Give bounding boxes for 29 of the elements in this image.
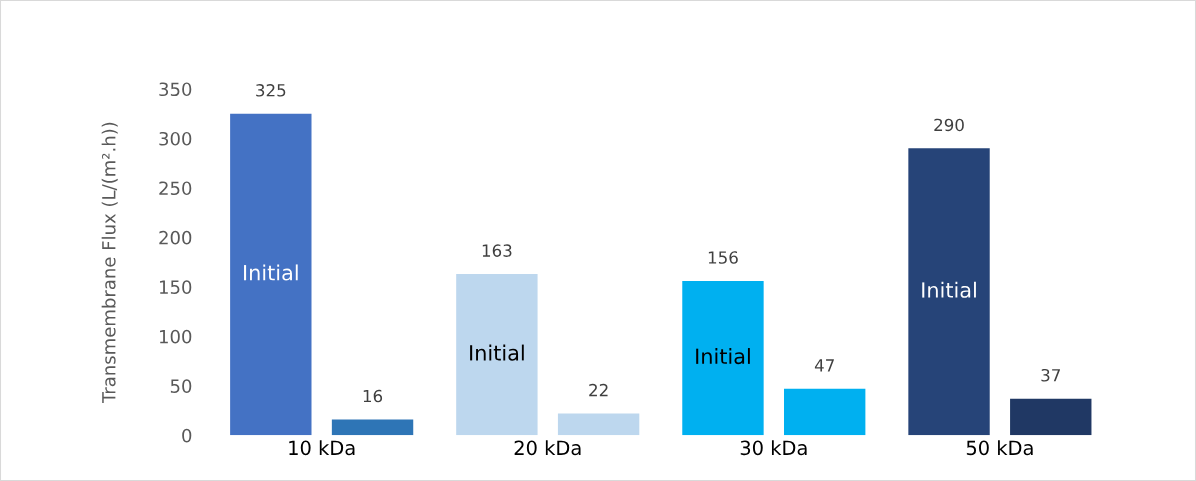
data-label: 22: [589, 383, 608, 397]
y-tick-label: 250: [159, 181, 192, 196]
y-tick-label: 300: [159, 131, 192, 146]
text: Initial: [922, 281, 976, 298]
data-label: 156: [708, 251, 738, 264]
y-axis-title: Transmembrane Flux (L/(m².h)): [101, 122, 118, 404]
data-label: 37: [1041, 368, 1060, 382]
data-label: 47: [814, 359, 834, 372]
y-tick-label: 100: [160, 329, 192, 344]
x-tick-label: 30 kDa: [740, 440, 807, 456]
y-tick-label: 0: [182, 428, 192, 443]
bar: [331, 419, 414, 436]
bar: [1010, 398, 1092, 436]
x-tick-label: 20 kDa: [514, 440, 581, 456]
data-label: 16: [363, 389, 383, 403]
x-tick-label: 50 kDa: [966, 440, 1033, 456]
text: Initial: [470, 344, 524, 361]
y-tick-label: 50: [170, 379, 192, 393]
series-label: Initial: [696, 348, 750, 365]
data-label: 325: [256, 84, 286, 97]
y-tick-label: 200: [159, 230, 192, 245]
text: Initial: [244, 264, 298, 281]
bar: [908, 148, 990, 436]
bar: [230, 113, 312, 436]
data-label: 290: [934, 118, 964, 132]
y-tick-label: 350: [159, 82, 192, 97]
y-tick-label: 150: [160, 280, 192, 294]
data-label: 163: [482, 244, 512, 257]
x-tick-label: 10 kDa: [289, 440, 355, 456]
